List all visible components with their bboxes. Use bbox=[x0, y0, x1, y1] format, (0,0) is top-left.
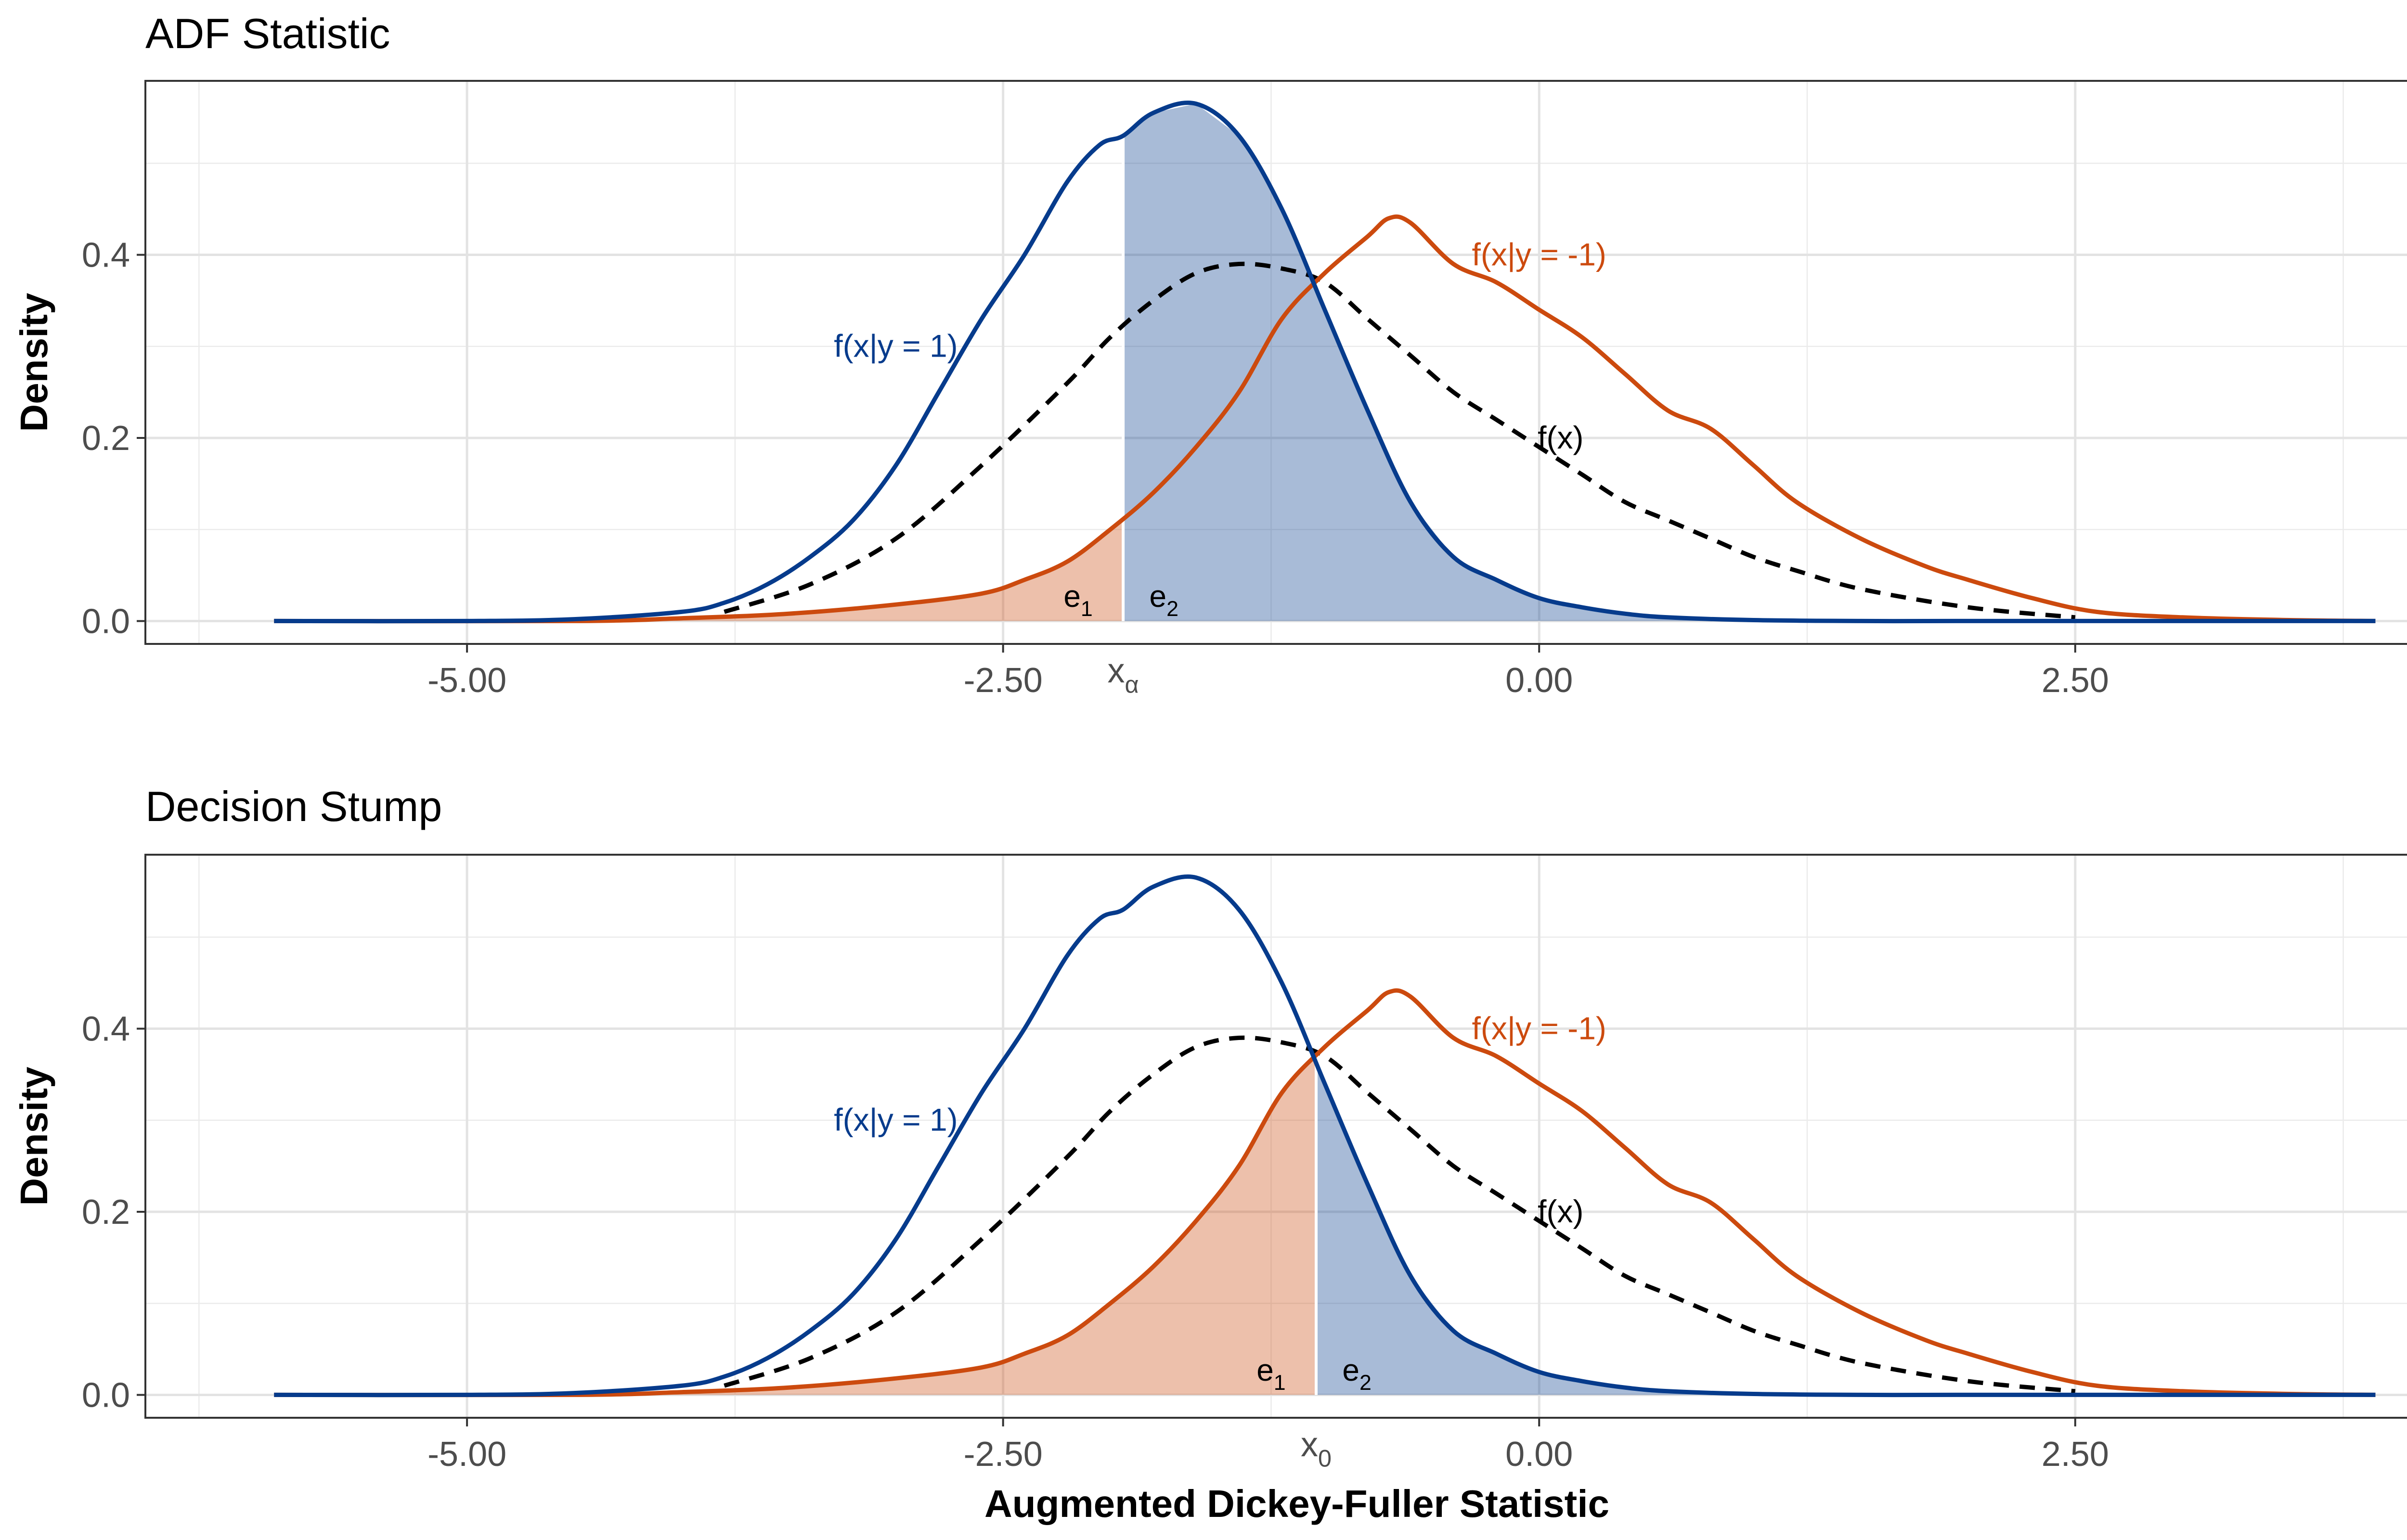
panel-border bbox=[144, 80, 2407, 645]
density-curve-pos bbox=[274, 100, 2376, 624]
adf-statistic-panel: -5.00 -2.50 0.00 2.50 0.0 0.2 0.4 Density ADF St… bbox=[13, 10, 2407, 700]
y-axis-title: Density bbox=[13, 293, 55, 432]
y-tick-label: 0.0 bbox=[82, 1376, 130, 1414]
panel-title: Decision Stump bbox=[145, 783, 442, 830]
curve-label-pos: f(x|y = 1) bbox=[834, 1102, 958, 1138]
density-curve-neg bbox=[274, 214, 2376, 624]
error-label-e1: e1 bbox=[1256, 1353, 1286, 1395]
curve-label-pos: f(x|y = 1) bbox=[834, 328, 958, 364]
x-axis-title: Augmented Dickey-Fuller Statistic bbox=[984, 1482, 1609, 1525]
error-label-e2: e2 bbox=[1342, 1353, 1372, 1395]
density-curve-mix bbox=[724, 1035, 2076, 1394]
y-tick-label: 0.4 bbox=[82, 236, 130, 274]
x-tick-label: -5.00 bbox=[427, 661, 506, 700]
error-region-e1 bbox=[274, 518, 1124, 621]
x-tick-label: 0.00 bbox=[1505, 1435, 1573, 1474]
x-tick-label: 0.00 bbox=[1505, 661, 1573, 700]
threshold-label: x0 bbox=[1301, 1425, 1332, 1472]
curve-label-neg: f(x|y = -1) bbox=[1472, 1010, 1606, 1046]
density-curve-mix bbox=[724, 261, 2076, 620]
y-tick-label: 0.2 bbox=[82, 419, 130, 458]
decision-stump-panel: -5.00 -2.50 0.00 2.50 0.0 0.2 0.4 Density Decisi… bbox=[13, 783, 2407, 1474]
error-region-e2 bbox=[1123, 104, 2376, 621]
x-tick-label: 2.50 bbox=[2042, 661, 2109, 700]
density-curve-neg bbox=[274, 988, 2376, 1398]
y-tick-label: 0.0 bbox=[82, 602, 130, 641]
curve-label-neg: f(x|y = -1) bbox=[1472, 236, 1606, 272]
y-tick-label: 0.4 bbox=[82, 1010, 130, 1048]
panel-title: ADF Statistic bbox=[145, 10, 390, 57]
y-tick-label: 0.2 bbox=[82, 1193, 130, 1232]
panel-border bbox=[144, 854, 2407, 1419]
x-tick-label: -2.50 bbox=[964, 1435, 1043, 1474]
threshold-label: xα bbox=[1108, 652, 1139, 698]
error-label-e2: e2 bbox=[1149, 579, 1178, 621]
curve-label-mix: f(x) bbox=[1538, 420, 1583, 455]
x-tick-label: 2.50 bbox=[2042, 1435, 2109, 1474]
x-tick-label: -5.00 bbox=[427, 1435, 506, 1474]
curve-label-mix: f(x) bbox=[1538, 1194, 1583, 1229]
error-region-e2 bbox=[1316, 1063, 2376, 1395]
plot-background bbox=[145, 81, 2407, 644]
density-curve-pos bbox=[274, 874, 2376, 1398]
y-axis-title: Density bbox=[13, 1066, 55, 1206]
x-tick-label: -2.50 bbox=[964, 661, 1043, 700]
error-label-e1: e1 bbox=[1063, 579, 1093, 621]
plot-background bbox=[145, 855, 2407, 1418]
error-region-e1 bbox=[274, 1056, 1316, 1395]
